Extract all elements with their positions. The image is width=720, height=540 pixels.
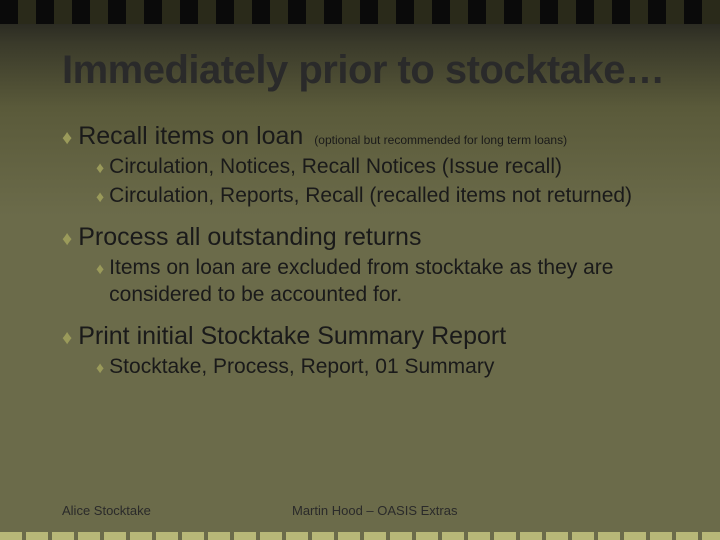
bullet-level-2: ♦ Circulation, Reports, Recall (recalled … [96,183,680,210]
bullet-level-2: ♦ Stocktake, Process, Report, 01 Summary [96,354,680,381]
bullet-note: (optional but recommended for long term … [314,133,567,147]
bullet-level-1: ♦ Print initial Stocktake Summary Report [62,321,680,352]
bullet-text: Recall items on loan (optional but recom… [78,121,567,152]
bullet-text: Items on loan are excluded from stocktak… [109,255,680,309]
diamond-bullet-icon: ♦ [96,360,104,378]
bullet-level-2: ♦ Items on loan are excluded from stockta… [96,255,680,309]
top-decor-strip [0,0,720,24]
diamond-bullet-icon: ♦ [62,228,72,251]
slide-content: ♦ Recall items on loan (optional but reco… [62,121,680,381]
slide-footer: Alice Stocktake Martin Hood – OASIS Extr… [62,503,680,518]
footer-left-text: Alice Stocktake [62,503,292,518]
bullet-text: Circulation, Notices, Recall Notices (Is… [109,154,562,181]
spacer [62,311,680,321]
bullet-level-1: ♦ Recall items on loan (optional but reco… [62,121,680,152]
bullet-level-1: ♦ Process all outstanding returns [62,222,680,253]
bullet-level-2: ♦ Circulation, Notices, Recall Notices (I… [96,154,680,181]
bullet-text: Stocktake, Process, Report, 01 Summary [109,354,494,381]
spacer [62,212,680,222]
slide-body: Immediately prior to stocktake… ♦ Recall … [62,48,680,383]
diamond-bullet-icon: ♦ [62,327,72,350]
bullet-text: Print initial Stocktake Summary Report [78,321,506,352]
diamond-bullet-icon: ♦ [96,160,104,178]
diamond-bullet-icon: ♦ [62,127,72,150]
footer-right-text: Martin Hood – OASIS Extras [292,503,680,518]
diamond-bullet-icon: ♦ [96,189,104,207]
slide-title: Immediately prior to stocktake… [62,48,680,93]
bullet-text: Circulation, Reports, Recall (recalled i… [109,183,632,210]
diamond-bullet-icon: ♦ [96,261,104,279]
bullet-text: Process all outstanding returns [78,222,421,253]
bottom-decor-strip [0,532,720,540]
